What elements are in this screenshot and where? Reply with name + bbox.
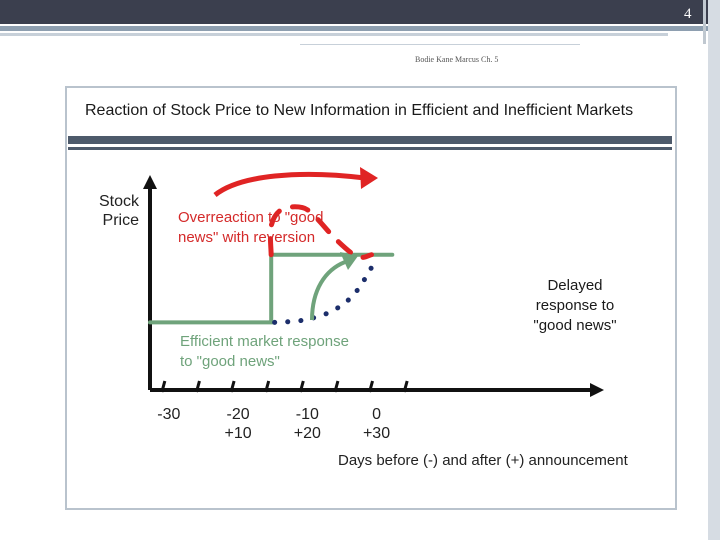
figure-frame — [65, 86, 677, 510]
x-tick-label-line: +30 — [362, 425, 391, 442]
x-tick — [229, 380, 236, 393]
x-tick — [368, 380, 374, 393]
x-tick-label-line: -30 — [157, 406, 181, 423]
annotation-delayed: Delayed response to "good news" — [533, 277, 617, 334]
x-tick-label: -30 — [139, 405, 199, 424]
chart-title: Reaction of Stock Price to New Informati… — [85, 102, 634, 119]
caption-rule — [300, 44, 580, 45]
series-dashed-red — [267, 204, 374, 260]
page-number: 4 — [684, 6, 692, 22]
x-axis-label: Days before (-) and after (+) announceme… — [338, 452, 628, 469]
x-tick — [264, 380, 271, 393]
x-tick — [195, 380, 201, 393]
x-tick — [160, 380, 167, 393]
x-tick-label: -20 +10 — [208, 405, 268, 443]
x-tick — [402, 380, 409, 393]
slide-header-bar — [0, 0, 708, 24]
y-axis-label: Stock Price — [98, 193, 139, 229]
x-tick — [333, 380, 340, 393]
x-tick-label: 0 +30 — [347, 405, 407, 443]
series-solid-green — [148, 252, 395, 325]
slide-side-accent — [703, 0, 706, 44]
x-tick-label-line: +10 — [224, 425, 252, 442]
slide-caption: Bodie Kane Marcus Ch. 5 — [415, 55, 499, 64]
x-tick-label-line: -10 — [295, 406, 319, 423]
header-rule — [0, 26, 708, 31]
title-underline-band — [68, 136, 672, 144]
x-tick-label-line: -20 — [226, 406, 250, 423]
efficient-arrowhead — [340, 252, 358, 270]
annotation-overreaction: Overreaction to "good news" with reversi… — [178, 209, 324, 246]
x-axis-arrowhead — [590, 383, 604, 397]
efficient-arrow — [310, 260, 346, 321]
title-underline-thin — [68, 147, 672, 150]
annotation-efficient: Efficient market response to "good news" — [180, 333, 349, 370]
y-axis-arrowhead — [143, 175, 157, 189]
slide-side-bar — [708, 0, 720, 540]
x-tick-label-line: 0 — [372, 406, 381, 423]
x-tick-label-line: +20 — [293, 425, 321, 442]
x-tick-label: -10 +20 — [277, 405, 337, 443]
series-dotted-navy — [272, 258, 378, 325]
overreaction-arrow — [213, 171, 366, 198]
x-tick — [298, 380, 305, 393]
header-rule-thin — [0, 33, 668, 36]
overreaction-arrowhead — [360, 167, 378, 189]
